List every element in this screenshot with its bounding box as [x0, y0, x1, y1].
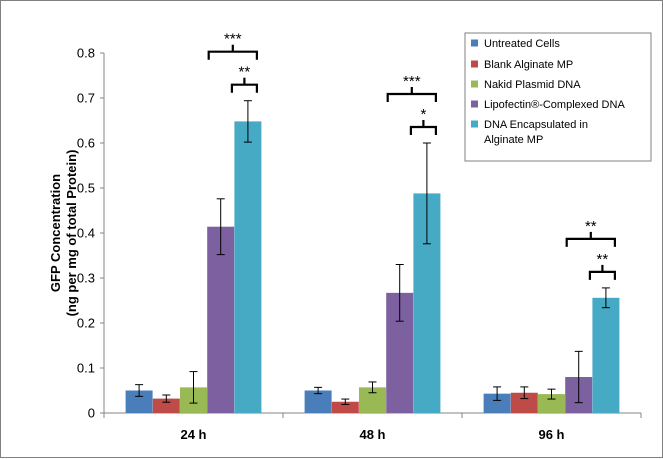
significance-bracket — [230, 83, 258, 93]
bar — [483, 393, 511, 413]
x-category-label: 48 h — [359, 427, 385, 442]
legend-swatch — [471, 100, 478, 108]
bar — [234, 121, 262, 414]
bar — [331, 401, 359, 413]
significance-label: ** — [585, 218, 597, 235]
x-category-label: 96 h — [538, 427, 564, 442]
legend-swatch — [471, 80, 478, 88]
significance-brackets: ************* — [207, 31, 616, 280]
x-axis-categories: 24 h 48 h 96 h — [103, 413, 642, 442]
error-bars — [135, 100, 610, 405]
bar — [125, 390, 153, 413]
y-tick-label: 0.4 — [77, 226, 95, 241]
significance-bracket — [588, 270, 616, 280]
legend-swatch — [471, 120, 478, 128]
legend-label: DNA Encapsulated in — [484, 119, 588, 131]
y-tick-label: 0.1 — [77, 361, 95, 376]
legend-box — [464, 32, 652, 162]
legend-label: Untreated Cells — [484, 38, 560, 50]
significance-bracket — [409, 125, 437, 135]
significance-label: ** — [597, 251, 609, 268]
bar — [592, 297, 620, 413]
legend-label: Nakid Plasmid DNA — [484, 79, 581, 91]
y-tick-label: 0.7 — [77, 91, 95, 106]
significance-bracket — [207, 50, 258, 60]
significance-label: * — [420, 106, 426, 123]
y-tick-label: 0.8 — [77, 46, 95, 61]
significance-label: *** — [224, 31, 242, 48]
y-tick-label: 0.5 — [77, 181, 95, 196]
y-axis-title-line-2: (ng per mg of total Protein) — [64, 150, 79, 317]
bar-series — [125, 121, 620, 414]
legend-swatch — [471, 60, 478, 68]
significance-label: *** — [403, 73, 421, 90]
legend-label: Blank Alginate MP — [484, 59, 573, 71]
x-category-label: 24 h — [180, 427, 206, 442]
bar — [510, 392, 538, 413]
y-axis-title-line-1: GFP Concentration — [48, 174, 63, 292]
bar — [152, 398, 180, 413]
y-tick-label: 0.6 — [77, 136, 95, 151]
legend-label: Alginate MP — [484, 134, 543, 146]
legend-label: Lipofectin®-Complexed DNA — [484, 99, 625, 111]
y-tick-label: 0.2 — [77, 316, 95, 331]
significance-bracket — [386, 92, 437, 102]
significance-label: ** — [239, 64, 251, 81]
significance-bracket — [565, 237, 616, 247]
bar — [304, 390, 332, 413]
bar — [207, 226, 235, 413]
bar — [538, 394, 565, 413]
legend-swatch — [471, 39, 478, 47]
y-axis-ticks: 0 0.1 0.2 0.3 0.4 0.5 0.6 0.7 0.8 — [77, 46, 104, 421]
y-tick-label: 0.3 — [77, 271, 95, 286]
legend: Untreated Cells Blank Alginate MP Nakid Pl… — [464, 32, 652, 162]
y-tick-label: 0 — [88, 406, 95, 421]
